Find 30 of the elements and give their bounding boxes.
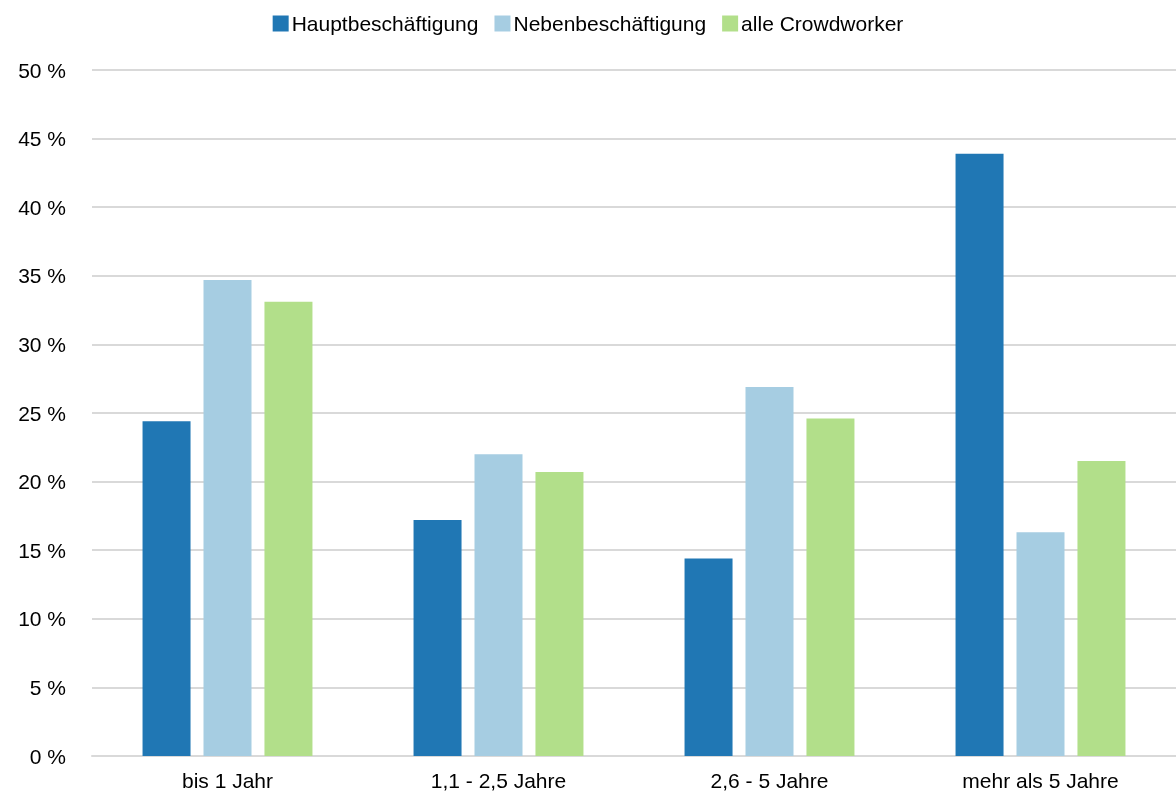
legend-label: Hauptbeschäftigung	[291, 12, 479, 35]
y-tick-label: 45 %	[18, 127, 66, 151]
y-tick-label: 5 %	[29, 675, 66, 699]
bar	[806, 418, 855, 756]
bar	[413, 520, 462, 756]
bar	[684, 558, 733, 756]
bar	[745, 386, 794, 756]
x-tick-label: 1,1 - 2,5 Jahre	[430, 769, 567, 792]
y-tick-label: 35 %	[18, 264, 66, 288]
y-tick-label: 40 %	[18, 195, 66, 219]
y-tick-label: 0 %	[29, 744, 66, 768]
y-tick-label: 15 %	[18, 538, 66, 562]
legend-label: Nebenbeschäftigung	[513, 12, 707, 35]
bar	[535, 472, 584, 756]
y-tick-label: 25 %	[18, 401, 66, 425]
y-tick-label: 20 %	[18, 470, 66, 494]
bar	[203, 279, 252, 756]
x-tick-label: mehr als 5 Jahre	[962, 769, 1119, 792]
y-tick-label: 10 %	[18, 607, 66, 631]
bar	[1016, 532, 1065, 756]
y-tick-label: 50 %	[18, 58, 66, 82]
bar	[264, 301, 313, 756]
bar	[474, 454, 523, 756]
bar	[142, 421, 191, 756]
x-tick-label: 2,6 - 5 Jahre	[710, 769, 829, 792]
legend-label: alle Crowdworker	[741, 12, 904, 35]
y-tick-label: 30 %	[18, 332, 66, 356]
bar	[1077, 461, 1126, 756]
bar	[955, 153, 1004, 756]
x-tick-label: bis 1 Jahr	[181, 769, 274, 792]
